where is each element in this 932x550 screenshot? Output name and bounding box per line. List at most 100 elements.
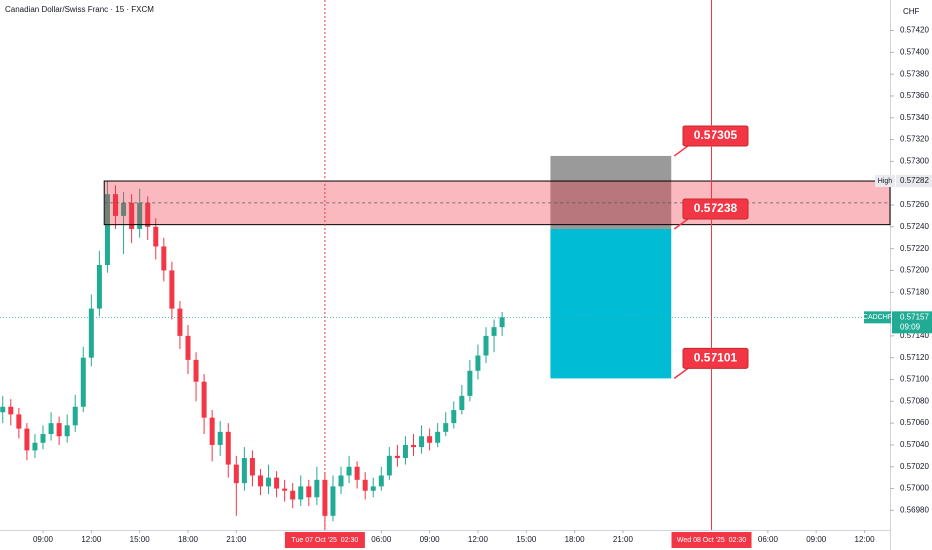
candle-body xyxy=(137,202,143,230)
x-tick-label: 09:00 xyxy=(420,535,441,544)
x-tick-label: 12:00 xyxy=(81,535,102,544)
last-price-label: 0.57157 xyxy=(900,312,929,321)
candle-body xyxy=(169,270,175,309)
candle-body xyxy=(483,335,489,356)
candle-body xyxy=(274,477,280,489)
high-label: High xyxy=(878,178,893,185)
candle-body xyxy=(193,359,199,382)
candle-body xyxy=(346,466,352,476)
y-tick-label: 0.57000 xyxy=(900,484,929,493)
high-price-label: 0.57282 xyxy=(900,176,929,185)
y-tick-label: 0.57420 xyxy=(900,26,929,35)
x-tick-label: 06:00 xyxy=(758,535,779,544)
candle-body xyxy=(330,486,336,516)
y-tick-label: 0.57120 xyxy=(900,353,929,362)
candle-body xyxy=(112,194,118,216)
candle-body xyxy=(467,370,473,396)
x-tick-label: 15:00 xyxy=(516,535,537,544)
y-tick-label: 0.57320 xyxy=(900,135,929,144)
candle-body xyxy=(88,308,94,358)
x-tick-label: 15:00 xyxy=(130,535,151,544)
candle-body xyxy=(177,308,183,336)
candle-body xyxy=(282,488,288,491)
price-label: 0.57238 xyxy=(694,201,738,215)
y-tick-label: 0.57380 xyxy=(900,69,929,78)
price-label-box xyxy=(682,125,749,147)
y-tick-label: 0.57340 xyxy=(900,113,929,122)
x-tick-label: 12:00 xyxy=(468,535,489,544)
symbol-box xyxy=(864,311,891,324)
x-tick-label: 09:00 xyxy=(806,535,827,544)
y-tick-label: 0.57400 xyxy=(900,47,929,56)
x-tick-label: 12:00 xyxy=(855,535,876,544)
candle-body xyxy=(32,442,38,451)
x-tick-label: 09:00 xyxy=(33,535,54,544)
candle-body xyxy=(225,431,231,465)
candle-body xyxy=(314,479,320,498)
candle-body xyxy=(443,423,449,432)
y-tick-label: 0.57140 xyxy=(900,331,929,340)
y-tick-label: 0.57220 xyxy=(900,244,929,253)
x-tick-label: 18:00 xyxy=(565,535,586,544)
candle-body xyxy=(40,434,46,443)
y-tick-label: 0.57360 xyxy=(900,91,929,100)
target-zone xyxy=(550,229,672,379)
candle-body xyxy=(411,444,417,448)
candle-body xyxy=(104,194,110,265)
candle-body xyxy=(427,436,433,443)
candle-body xyxy=(362,479,368,491)
candle-body xyxy=(402,444,408,459)
high-price-box xyxy=(896,175,932,188)
candle-body xyxy=(209,417,215,445)
candle-body xyxy=(72,406,78,426)
candle-body xyxy=(201,381,207,418)
candle-body xyxy=(249,458,255,476)
high-box xyxy=(875,175,895,188)
candle-body xyxy=(153,226,159,247)
candle-body xyxy=(370,486,376,491)
y-tick-label: 0.57060 xyxy=(900,418,929,427)
candle-body xyxy=(386,455,392,476)
candle-body xyxy=(145,202,151,227)
candle-body xyxy=(217,431,223,445)
last-price-box xyxy=(892,311,932,334)
candle-body xyxy=(48,423,54,435)
y-tick-label: 0.57300 xyxy=(900,157,929,166)
price-label-box xyxy=(682,198,749,220)
candle-body xyxy=(491,327,497,336)
candle-body xyxy=(354,466,360,480)
time-marker-label: Tue 07 Oct '25 02:30 xyxy=(291,537,358,544)
time-marker-label: Wed 08 Oct '25 02:30 xyxy=(677,537,746,544)
price-label-pointer xyxy=(673,218,689,230)
candle-body xyxy=(257,475,263,487)
candle-body xyxy=(394,455,400,459)
time-marker-box xyxy=(284,532,365,548)
candle-body xyxy=(80,357,86,407)
candle-body xyxy=(185,335,191,360)
candle-body xyxy=(129,202,135,230)
y-tick-label: 0.57240 xyxy=(900,222,929,231)
candle-body xyxy=(378,475,384,487)
price-label-pointer xyxy=(673,145,689,157)
countdown-label: 09:09 xyxy=(900,322,921,331)
candle-body xyxy=(475,355,481,371)
candle-body xyxy=(16,414,22,429)
x-tick-label: 18:00 xyxy=(178,535,199,544)
y-tick-label: 0.57040 xyxy=(900,440,929,449)
candle-body xyxy=(306,486,312,498)
candle-body xyxy=(64,425,70,437)
candle-body xyxy=(56,423,62,437)
price-label-box xyxy=(682,347,749,369)
time-marker-box xyxy=(671,532,752,548)
candle-body xyxy=(419,436,425,448)
candle-body xyxy=(233,464,239,484)
candle-body xyxy=(451,410,457,424)
candle-body xyxy=(338,475,344,487)
candle-body xyxy=(459,395,465,411)
y-tick-label: 0.57200 xyxy=(900,266,929,275)
y-tick-label: 0.57020 xyxy=(900,462,929,471)
price-label: 0.57305 xyxy=(694,128,738,142)
y-tick-label: 0.57180 xyxy=(900,287,929,296)
